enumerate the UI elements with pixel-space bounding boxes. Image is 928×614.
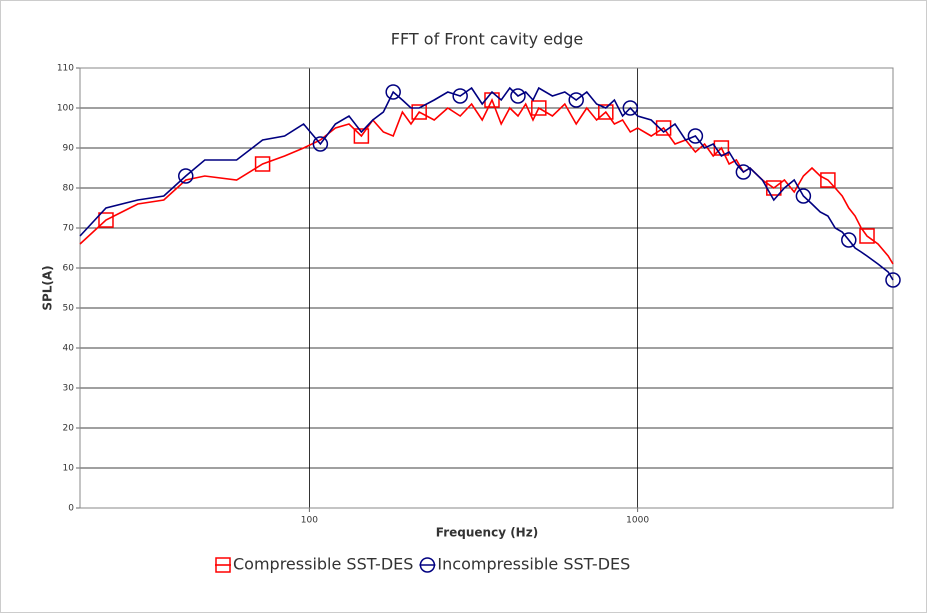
y-axis-label: SPL(A) [41, 265, 55, 310]
marker [687, 128, 704, 144]
series-line [79, 97, 894, 265]
series-line [79, 86, 894, 281]
marker [353, 128, 370, 144]
y-tick-label: 50 [63, 304, 75, 314]
legend-label: Compressible SST-DES [233, 555, 413, 574]
marker [568, 92, 584, 108]
marker [531, 100, 547, 116]
marker [885, 272, 901, 288]
y-tick-label: 0 [68, 504, 74, 514]
y-tick-label: 70 [63, 224, 75, 234]
chart-title: FFT of Front cavity edge [391, 30, 583, 49]
marker [841, 232, 857, 248]
y-tick-label: 40 [63, 344, 75, 354]
legend-label: Incompressible SST-DES [437, 555, 630, 574]
marker [98, 212, 114, 228]
y-tick-label: 90 [63, 144, 75, 154]
y-tick-label: 30 [63, 384, 75, 394]
y-tick-label: 60 [63, 264, 75, 274]
y-tick-label: 100 [57, 104, 74, 114]
x-axis-label: Frequency (Hz) [436, 526, 538, 540]
y-tick-label: 80 [63, 184, 75, 194]
x-tick-label: 1000 [626, 516, 649, 526]
marker [452, 88, 468, 104]
y-tick-label: 10 [63, 464, 75, 474]
marker [622, 100, 639, 116]
legend: Compressible SST-DES Incompressible SST-D… [215, 555, 630, 574]
marker [795, 188, 812, 204]
marker [510, 88, 526, 104]
marker [254, 156, 271, 172]
plot-border [79, 67, 894, 509]
y-tick-label: 110 [57, 64, 74, 74]
x-tick-label: 100 [301, 516, 318, 526]
marker [411, 104, 427, 120]
marker [312, 136, 329, 152]
marker [385, 84, 401, 100]
marker [598, 104, 614, 120]
y-tick-label: 20 [63, 424, 75, 434]
marker [820, 172, 836, 188]
marker [859, 228, 875, 244]
marker [735, 164, 752, 180]
marker [178, 168, 194, 184]
